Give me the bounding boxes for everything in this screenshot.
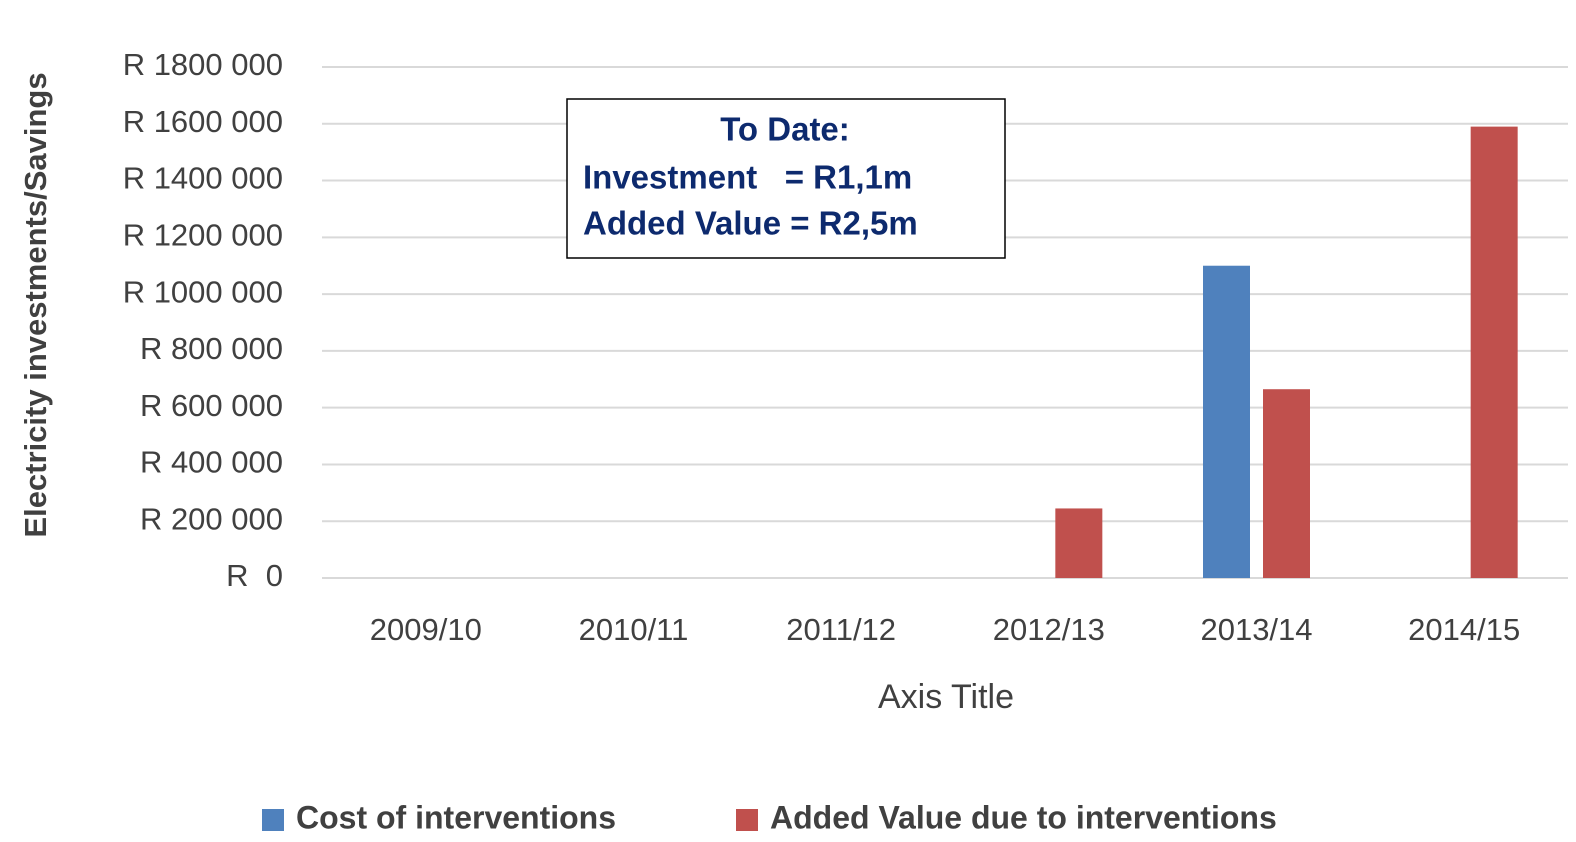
annotation-text: Investment = R1,1m — [583, 159, 912, 196]
annotation-box — [566, 98, 1006, 259]
y-tick-label: R 1000 000 — [123, 274, 283, 309]
bar — [1203, 265, 1250, 578]
y-tick-label: R 600 000 — [140, 388, 283, 423]
x-tick-label: 2009/10 — [370, 612, 482, 647]
annotation-text: Added Value = R2,5m — [583, 205, 918, 242]
bar — [1470, 126, 1518, 578]
y-tick-label: R 1800 000 — [123, 47, 283, 82]
y-tick-label: R 0 — [226, 558, 283, 593]
x-tick-label: 2013/14 — [1200, 612, 1312, 647]
legend-swatch — [736, 809, 758, 831]
x-tick-label: 2011/12 — [786, 612, 896, 647]
y-tick-label: R 1200 000 — [123, 218, 283, 253]
annotation-text: To Date: — [720, 111, 850, 148]
y-axis-title: Electricity investments/Savings — [18, 72, 53, 537]
x-tick-label: 2010/11 — [579, 612, 689, 647]
bar — [1263, 389, 1310, 578]
y-tick-label: R 1400 000 — [123, 161, 283, 196]
x-tick-label: 2014/15 — [1408, 612, 1520, 647]
y-tick-label: R 1600 000 — [123, 104, 283, 139]
legend-label: Cost of interventions — [296, 799, 616, 835]
y-tick-label: R 200 000 — [140, 501, 283, 536]
y-tick-label: R 400 000 — [140, 445, 283, 480]
bar — [1055, 508, 1103, 578]
x-axis-title: Axis Title — [878, 678, 1014, 716]
y-tick-label: R 800 000 — [140, 331, 283, 366]
legend-swatch — [262, 809, 284, 831]
legend-label: Added Value due to interventions — [770, 799, 1277, 835]
x-tick-label: 2012/13 — [993, 612, 1105, 647]
